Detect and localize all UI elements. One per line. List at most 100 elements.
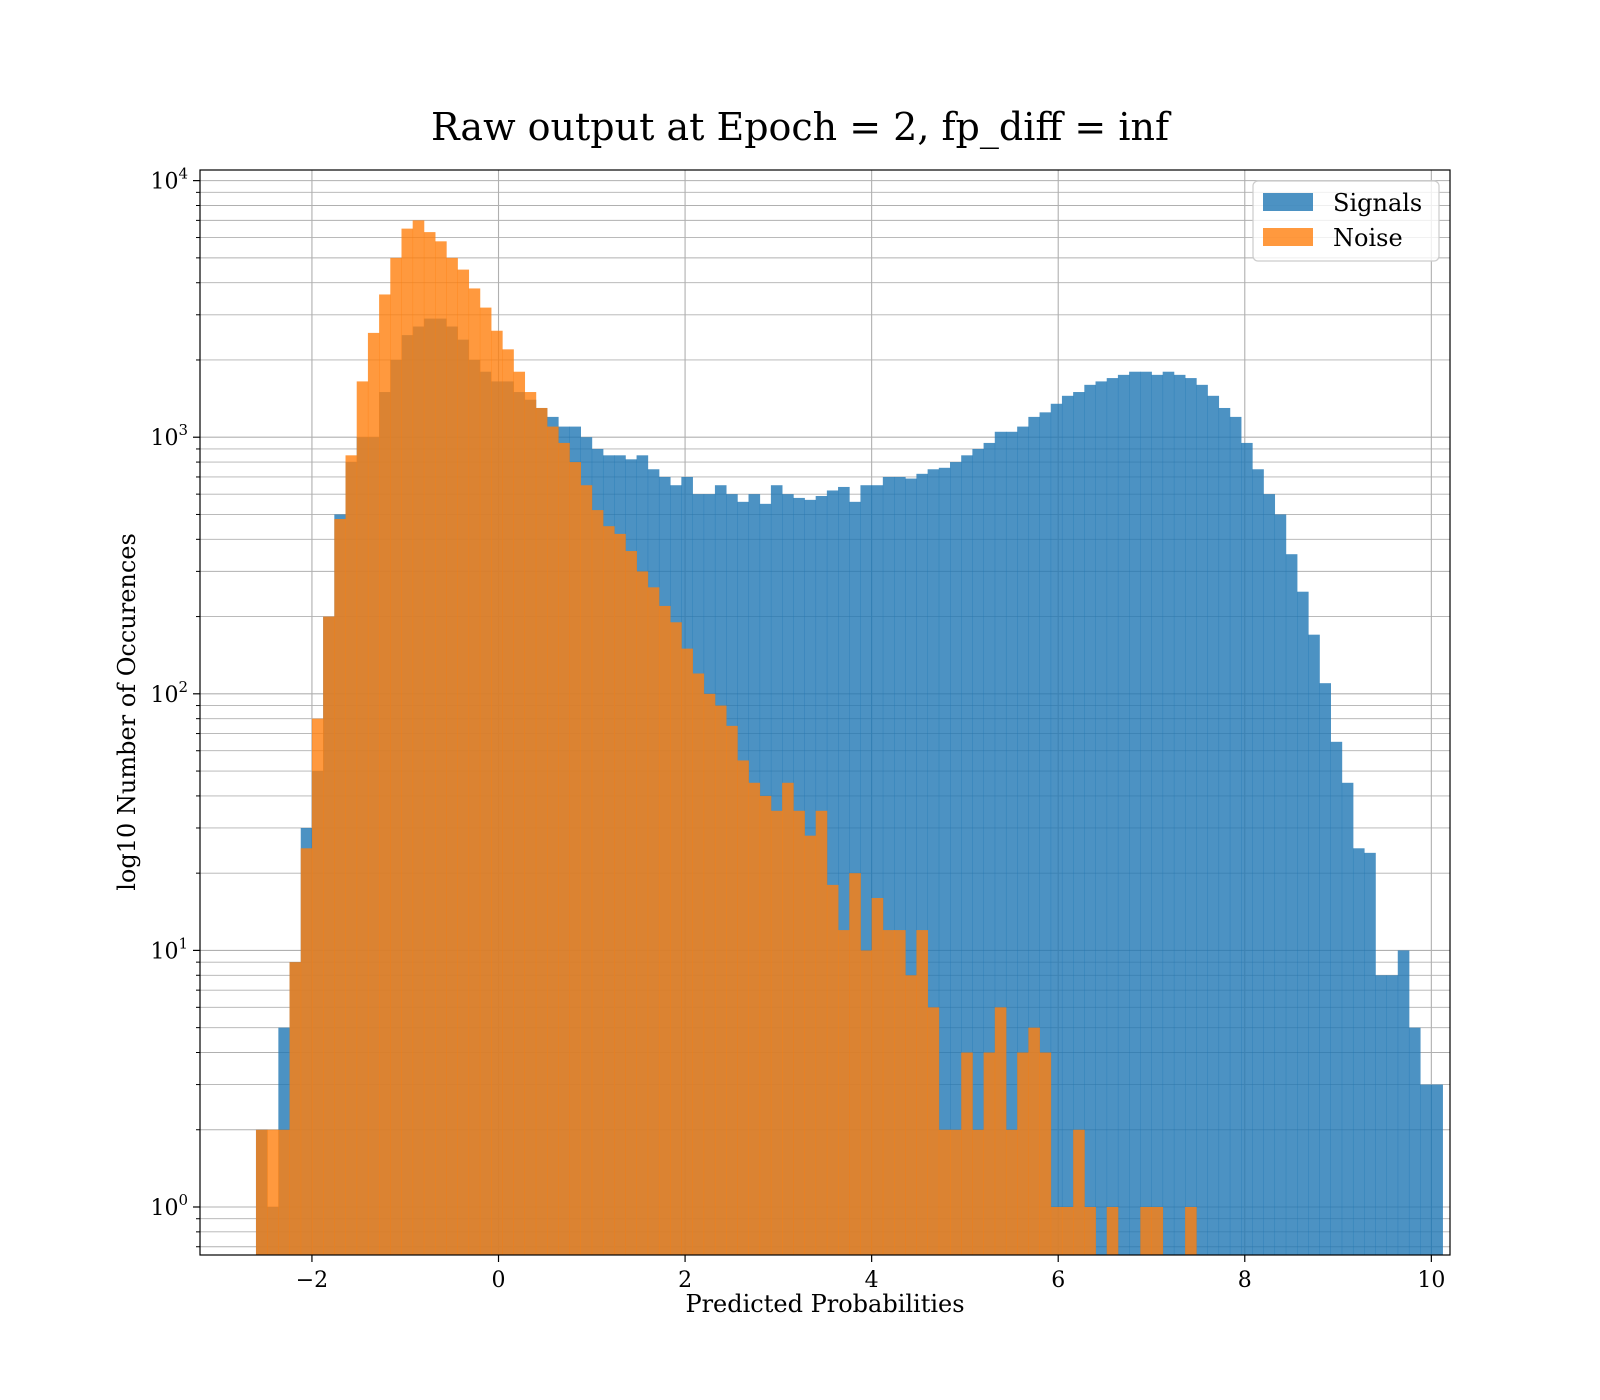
histogram-bar-signals (1397, 950, 1410, 1255)
histogram-bar-noise (356, 381, 369, 1256)
histogram-bar-noise (401, 228, 414, 1255)
histogram-bar-noise (726, 725, 738, 1255)
histogram-bars (255, 220, 1443, 1256)
histogram-bar-signals (905, 478, 917, 1255)
histogram-bar-noise (703, 693, 716, 1255)
histogram-bar-signals (938, 467, 951, 1255)
histogram-bar-noise (1151, 1206, 1164, 1255)
histogram-bar-signals (1274, 514, 1287, 1255)
histogram-bar-signals (1039, 412, 1052, 1256)
histogram-bar-signals (894, 476, 906, 1256)
histogram-bar-signals (1017, 426, 1029, 1256)
y-tick-label: 104 (150, 165, 188, 195)
histogram-bar-noise (435, 241, 447, 1255)
histogram-bar-signals (838, 486, 850, 1255)
histogram-bar-signals (1061, 395, 1074, 1255)
histogram-bar-noise (972, 1129, 984, 1255)
histogram-bar-signals (1117, 374, 1130, 1255)
histogram-bar-noise (1084, 1206, 1096, 1255)
x-tick-label: 8 (1238, 1268, 1252, 1293)
histogram-bar-noise (468, 288, 481, 1255)
histogram-bar-noise (602, 526, 615, 1255)
x-tick-label: 10 (1417, 1268, 1445, 1293)
histogram-bar-noise (569, 462, 581, 1255)
histogram-bar-noise (636, 571, 649, 1255)
histogram-bar-noise (759, 795, 772, 1255)
histogram-bar-signals (1129, 371, 1141, 1255)
histogram-bar-signals (1173, 374, 1186, 1255)
histogram-bar-noise (524, 392, 537, 1256)
histogram-bar-signals (1297, 591, 1309, 1255)
histogram-bar-signals (1084, 384, 1096, 1255)
histogram-bar-noise (614, 533, 626, 1255)
histogram-bar-signals (1207, 395, 1220, 1255)
legend: Signals Noise (1252, 180, 1440, 262)
histogram-bar-signals (1408, 1027, 1421, 1255)
histogram-bar-noise (670, 622, 682, 1255)
histogram-bar-signals (916, 473, 929, 1256)
histogram-bar-noise (849, 873, 861, 1255)
histogram-bar-noise (580, 485, 593, 1255)
histogram-bar-signals (1431, 1084, 1443, 1255)
histogram-bar-signals (1106, 378, 1119, 1255)
histogram-bar-noise (770, 810, 783, 1255)
histogram-bar-signals (1028, 416, 1040, 1256)
histogram-bar-signals (1218, 407, 1231, 1255)
histogram-bar-noise (267, 1129, 279, 1255)
y-tick-label: 103 (150, 421, 188, 451)
histogram-bar-signals (1229, 416, 1242, 1256)
histogram-bar-noise (894, 930, 906, 1255)
histogram-bar-noise (289, 962, 302, 1255)
legend-label-noise: Noise (1333, 224, 1403, 252)
histogram-bar-noise (782, 782, 794, 1255)
histogram-bar-noise (1039, 1052, 1052, 1255)
histogram-bar-signals (1285, 554, 1298, 1255)
histogram-bar-signals (1185, 378, 1197, 1255)
histogram-bar-signals (1341, 782, 1354, 1255)
histogram-bar-signals (1319, 683, 1331, 1255)
histogram-bar-noise (1028, 1027, 1040, 1255)
histogram-bar-noise (994, 1007, 1007, 1255)
x-tick-label: 2 (678, 1268, 692, 1293)
histogram-bar-noise (983, 1052, 996, 1255)
histogram-bar-noise (1050, 1206, 1063, 1255)
histogram-bar-signals (1162, 371, 1175, 1255)
histogram-bar-signals (1420, 1084, 1432, 1255)
histogram-bar-signals (882, 476, 895, 1256)
histogram-bar-noise (547, 426, 559, 1256)
histogram-bar-noise (491, 330, 503, 1255)
histogram-bar-noise (793, 810, 805, 1255)
histogram-bar-noise (748, 782, 761, 1255)
histogram-bar-noise (379, 294, 391, 1255)
axis-ticks: −2 0 2 4 6 8 10 100 101 102 103 104 (150, 165, 1445, 1293)
x-tick-label: −2 (296, 1268, 328, 1293)
legend-swatch-noise (1263, 228, 1313, 246)
histogram-bar-noise (1017, 1052, 1029, 1255)
histogram-bar-noise (1061, 1206, 1074, 1255)
histogram-bar-noise (927, 1007, 940, 1255)
chart-title: Raw output at Epoch = 2, fp_diff = inf (431, 105, 1172, 150)
histogram-bar-signals (1241, 442, 1253, 1255)
histogram-bar-noise (950, 1129, 962, 1255)
histogram-bar-noise (1140, 1206, 1152, 1255)
histogram-bar-noise (334, 519, 346, 1255)
histogram-bar-signals (1196, 384, 1208, 1255)
histogram-bar-signals (1375, 975, 1387, 1255)
histogram-bar-noise (535, 407, 548, 1255)
histogram-bar-signals (1364, 852, 1376, 1255)
histogram-bar-signals (994, 431, 1007, 1256)
y-axis-label: log10 Number of Occurences (113, 533, 141, 891)
histogram-bar-signals (927, 469, 940, 1256)
histogram-bar-signals (1330, 741, 1343, 1255)
x-tick-label: 4 (865, 1268, 879, 1293)
histogram-bar-noise (692, 673, 705, 1255)
histogram-bar-noise (625, 551, 637, 1255)
histogram-bar-signals (1073, 392, 1085, 1256)
histogram-bar-noise (714, 705, 727, 1255)
legend-swatch-signals (1263, 193, 1313, 211)
histogram-bar-noise (390, 257, 402, 1255)
histogram-bar-noise (502, 349, 514, 1256)
histogram-bar-noise (681, 648, 693, 1255)
histogram-bar-signals (950, 462, 962, 1255)
